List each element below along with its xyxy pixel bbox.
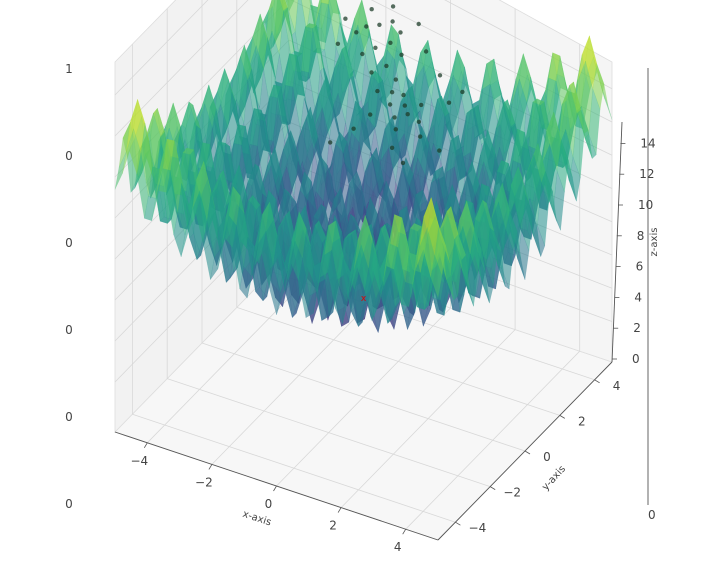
scatter-point — [375, 88, 380, 94]
surface-facet — [505, 210, 518, 251]
scatter-point — [335, 41, 341, 46]
scatter-point — [390, 19, 395, 24]
scatter-point — [388, 40, 393, 45]
x-tick-label: 0 — [265, 497, 273, 511]
surface-mesh — [114, 0, 613, 334]
scatter-point — [360, 51, 365, 57]
wall-grid-line — [114, 0, 209, 96]
scatter-point — [400, 160, 406, 166]
scatter-point — [392, 115, 397, 120]
floor-grid-line — [201, 342, 526, 452]
z-axis-label: z-axis — [649, 228, 660, 257]
surface-facet — [470, 228, 482, 275]
scatter-point — [399, 52, 404, 57]
colorbar-tick-label: 0 — [65, 323, 73, 337]
y-tick-label: −4 — [469, 521, 487, 535]
x-tick-mark — [337, 507, 342, 513]
scatter-point — [368, 112, 373, 117]
colorbar-tick-label: 0 — [65, 149, 73, 163]
scatter-point — [393, 127, 398, 132]
scatter-points: x — [328, 4, 465, 304]
z-tick-label: 8 — [637, 229, 645, 243]
x-axis-label: x-axis — [241, 509, 273, 529]
surface-facet — [477, 252, 490, 304]
scatter-point — [418, 134, 423, 139]
scatter-point — [369, 70, 374, 75]
scatter-point — [369, 7, 374, 12]
scatter-point — [390, 4, 396, 9]
surface-facet — [462, 270, 474, 307]
z-tick-label: 4 — [634, 290, 642, 304]
scatter-point — [354, 30, 359, 35]
x-tick-label: −4 — [130, 454, 148, 468]
x-tick-mark — [402, 528, 407, 535]
z-tick-label: 10 — [638, 198, 653, 212]
scatter-point — [402, 103, 407, 108]
scatter-point — [328, 140, 333, 145]
z-tick-label: 6 — [636, 260, 644, 274]
x-tick-label: 2 — [329, 519, 337, 533]
scatter-point — [351, 126, 356, 131]
scatter-point — [364, 24, 369, 29]
surface-facet — [442, 242, 454, 301]
scatter-point — [460, 89, 465, 95]
y-tick-mark — [524, 450, 531, 455]
scatter-point — [437, 148, 442, 153]
surface-facet — [489, 227, 502, 253]
colorbar-tick-label: 0 — [65, 236, 73, 250]
x-tick-mark — [208, 464, 213, 470]
surface-facet — [517, 230, 530, 280]
y-tick-mark — [455, 521, 461, 526]
scatter-point — [423, 49, 429, 54]
floor-grid-line — [236, 307, 560, 416]
x-tick-label: 4 — [394, 540, 402, 554]
scatter-point — [389, 90, 395, 95]
scatter-point — [416, 21, 421, 27]
scatter-point — [419, 102, 424, 108]
scatter-point — [446, 100, 452, 105]
scatter-point — [401, 92, 406, 98]
surface-facet — [600, 84, 613, 120]
x-tick-label: −2 — [195, 475, 213, 489]
y-tick-label: 4 — [613, 379, 621, 393]
z-tick-label: 2 — [633, 321, 641, 335]
x-tick-mark — [143, 442, 148, 449]
scatter-point — [437, 73, 443, 78]
wall-grid-line — [114, 0, 249, 137]
surface-facet — [498, 183, 510, 230]
y-tick-mark — [559, 415, 566, 419]
z-tick-label: 0 — [632, 352, 640, 366]
scatter-point — [405, 112, 410, 117]
y-axis-label: y-axis — [540, 464, 568, 493]
minimum-marker: x — [361, 294, 367, 304]
scatter-point — [389, 145, 395, 150]
x-tick-mark — [273, 485, 277, 492]
colorbar-tick-label: 0 — [65, 410, 73, 424]
scatter-point — [384, 63, 389, 69]
y-tick-label: −2 — [503, 486, 521, 500]
z-tick-label: 12 — [639, 167, 654, 181]
colorbar-tick-label: 0 — [65, 497, 73, 511]
y-tick-label: 2 — [578, 414, 586, 428]
z-axis-line — [611, 121, 623, 363]
surface-facet — [321, 0, 330, 5]
floor-grid-line — [340, 329, 516, 508]
scatter-point — [416, 119, 422, 125]
y-tick-mark — [594, 379, 600, 384]
surface-facet — [430, 254, 443, 299]
scatter-point — [373, 45, 378, 50]
colorbar-tick-label: 1 — [65, 62, 73, 76]
scatter-point — [393, 77, 398, 82]
surface-facet — [513, 238, 526, 280]
scatter-point — [343, 16, 348, 21]
colorbar-bottom-tick: 0 — [648, 508, 656, 522]
scatter-point — [398, 30, 403, 35]
floor-grid-line — [405, 350, 580, 530]
scatter-point — [387, 102, 393, 107]
scatter-point — [377, 22, 382, 27]
y-tick-label: 0 — [543, 450, 551, 464]
y-tick-mark — [489, 486, 496, 490]
